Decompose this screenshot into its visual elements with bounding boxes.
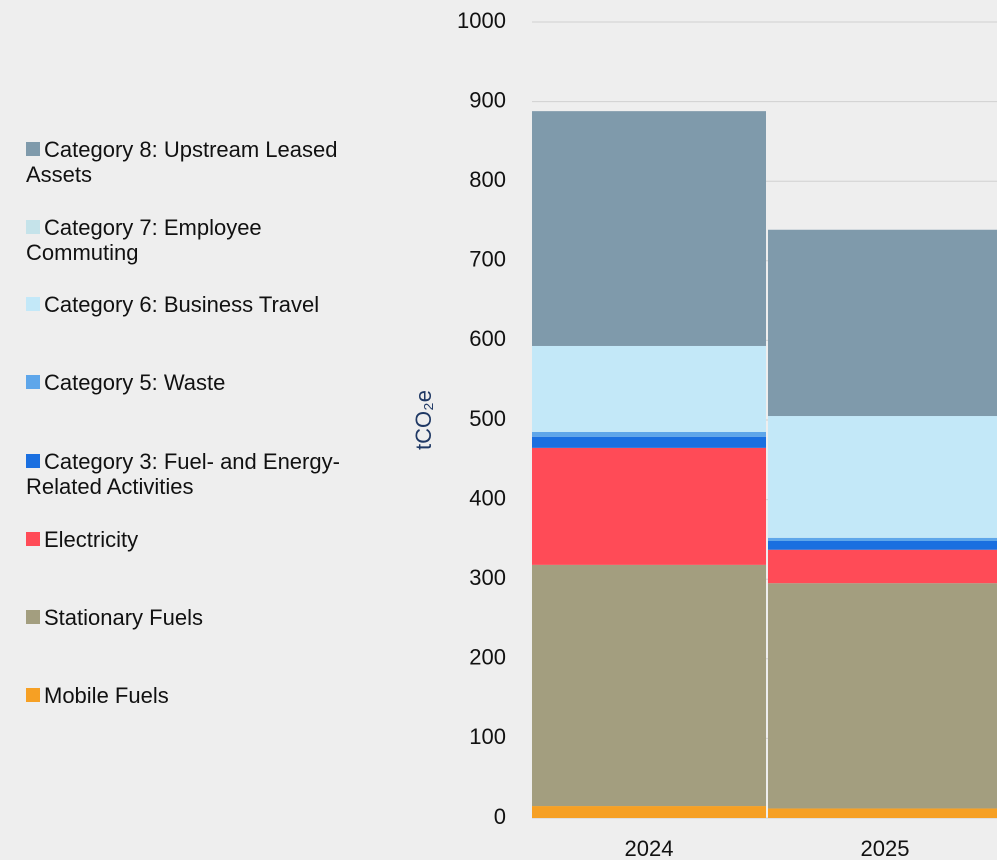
legend-swatch: [26, 454, 40, 468]
legend-label: Category 7: Employee Commuting: [26, 215, 262, 265]
bar-segment: [768, 808, 997, 818]
y-tick-label: 600: [469, 326, 506, 351]
legend-swatch: [26, 297, 40, 311]
y-tick-label: 0: [494, 804, 506, 829]
legend-label: Category 3: Fuel- and Energy-Related Act…: [26, 449, 340, 499]
bar-segment: [532, 436, 766, 448]
legend-swatch: [26, 375, 40, 389]
legend-entry: Category 6: Business Travel: [26, 292, 346, 317]
bar-segment: [768, 583, 997, 809]
legend-label: Electricity: [44, 527, 139, 552]
bar-segment: [532, 431, 766, 437]
y-tick-label: 700: [469, 247, 506, 272]
x-tick-label: 2024: [625, 836, 674, 860]
y-tick-label: 500: [469, 406, 506, 431]
bar-segment: [532, 447, 766, 565]
legend-entry: Stationary Fuels: [26, 605, 346, 630]
legend-entry: Electricity: [26, 527, 346, 552]
legend-entry: Category 5: Waste: [26, 370, 346, 395]
legend-entry: Mobile Fuels: [26, 683, 346, 708]
y-tick-label: 200: [469, 645, 506, 670]
y-axis-label: tCO₂e: [411, 390, 436, 450]
bar-segment: [768, 549, 997, 584]
bar-segment: [532, 111, 766, 346]
bar-segment: [532, 564, 766, 807]
bar-segment: [768, 537, 997, 541]
legend-entry: Category 3: Fuel- and Energy-Related Act…: [26, 449, 346, 499]
y-tick-label: 300: [469, 565, 506, 590]
y-tick-label: 400: [469, 485, 506, 510]
legend-swatch: [26, 142, 40, 156]
bar-segment: [532, 806, 766, 818]
bar-segment: [768, 416, 997, 538]
legend-swatch: [26, 688, 40, 702]
bar-segment: [768, 540, 997, 550]
y-tick-label: 1000: [457, 8, 506, 33]
y-tick-label: 100: [469, 724, 506, 749]
legend-label: Category 5: Waste: [44, 370, 226, 395]
bar-segment: [768, 229, 997, 417]
legend-swatch: [26, 532, 40, 546]
legend-label: Mobile Fuels: [44, 683, 169, 708]
legend-swatch: [26, 610, 40, 624]
legend-entry: Category 8: Upstream Leased Assets: [26, 137, 346, 187]
legend-swatch: [26, 220, 40, 234]
legend-label: Category 8: Upstream Leased Assets: [26, 137, 338, 187]
legend-entry: Category 7: Employee Commuting: [26, 215, 346, 265]
y-tick-label: 900: [469, 87, 506, 112]
legend-label: Category 6: Business Travel: [44, 292, 320, 317]
bar-segment: [532, 345, 766, 432]
y-tick-label: 800: [469, 167, 506, 192]
legend-label: Stationary Fuels: [44, 605, 203, 630]
x-tick-label: 2025: [861, 836, 910, 860]
